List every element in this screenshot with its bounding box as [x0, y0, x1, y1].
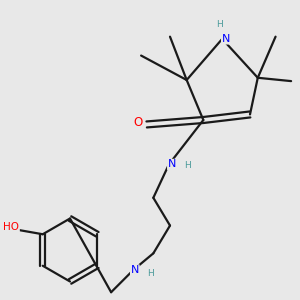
Text: HO: HO — [3, 222, 19, 232]
Text: H: H — [216, 20, 223, 29]
Text: O: O — [133, 116, 142, 129]
Text: N: N — [130, 265, 139, 275]
Text: H: H — [184, 161, 191, 170]
Text: H: H — [147, 268, 154, 278]
Text: N: N — [222, 34, 230, 44]
Text: N: N — [168, 159, 176, 170]
